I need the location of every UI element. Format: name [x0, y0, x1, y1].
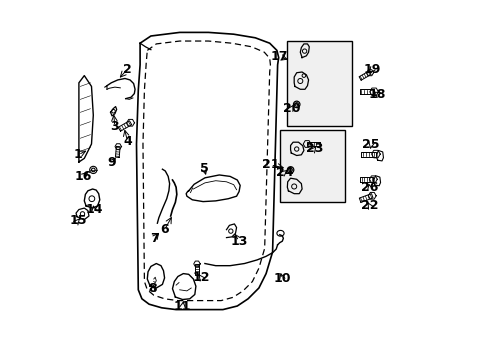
Text: 13: 13: [230, 235, 247, 248]
Text: 21: 21: [261, 158, 279, 171]
Text: 4: 4: [123, 135, 132, 148]
Text: 5: 5: [200, 162, 208, 175]
Text: 16: 16: [74, 170, 92, 183]
Bar: [286, 41, 351, 126]
Text: 1: 1: [74, 148, 82, 161]
Text: 18: 18: [368, 88, 386, 101]
Text: 14: 14: [85, 203, 102, 216]
Text: 20: 20: [282, 102, 300, 115]
Text: 8: 8: [148, 282, 157, 295]
Text: 19: 19: [363, 63, 380, 76]
Text: 22: 22: [360, 199, 378, 212]
Text: 2: 2: [123, 63, 132, 76]
Text: 17: 17: [270, 50, 288, 63]
Text: 3: 3: [110, 120, 119, 133]
Text: 23: 23: [305, 142, 323, 155]
Text: 25: 25: [362, 138, 379, 151]
Text: 24: 24: [276, 166, 293, 179]
Text: 7: 7: [150, 232, 159, 245]
Text: 9: 9: [107, 156, 115, 169]
Text: 10: 10: [273, 273, 290, 285]
Text: 12: 12: [192, 271, 210, 284]
Text: 26: 26: [360, 181, 378, 194]
Bar: [279, 130, 344, 202]
Text: 11: 11: [173, 300, 191, 313]
Text: 15: 15: [69, 214, 87, 227]
Text: 6: 6: [160, 223, 168, 236]
